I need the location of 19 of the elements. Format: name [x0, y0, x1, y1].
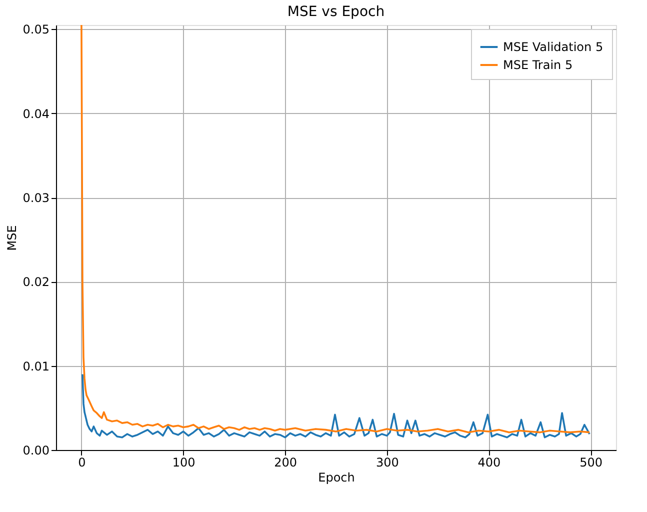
y-tick-label: 0.05: [22, 22, 50, 37]
y-tick-label: 0.01: [22, 359, 50, 374]
line-series: [80, 25, 590, 434]
line-series: [82, 373, 590, 438]
y-tick-label: 0.00: [22, 444, 50, 458]
legend-label: MSE Validation 5: [503, 40, 604, 54]
y-axis-title: MSE: [4, 225, 19, 251]
x-axis-title: Epoch: [318, 470, 355, 484]
y-tick-label: 0.02: [22, 275, 50, 290]
x-tick-label: 200: [274, 456, 298, 470]
chart-title: MSE vs Epoch: [287, 4, 385, 20]
y-tick-label: 0.03: [22, 191, 50, 206]
x-tick-label: 400: [478, 456, 501, 470]
x-tick-label: 0: [78, 456, 86, 470]
x-tick-label: 300: [376, 456, 399, 470]
legend-label: MSE Train 5: [503, 58, 573, 72]
y-tick-label: 0.04: [22, 106, 50, 121]
x-tick-label: 500: [580, 456, 602, 470]
x-tick-label: 100: [172, 456, 196, 470]
